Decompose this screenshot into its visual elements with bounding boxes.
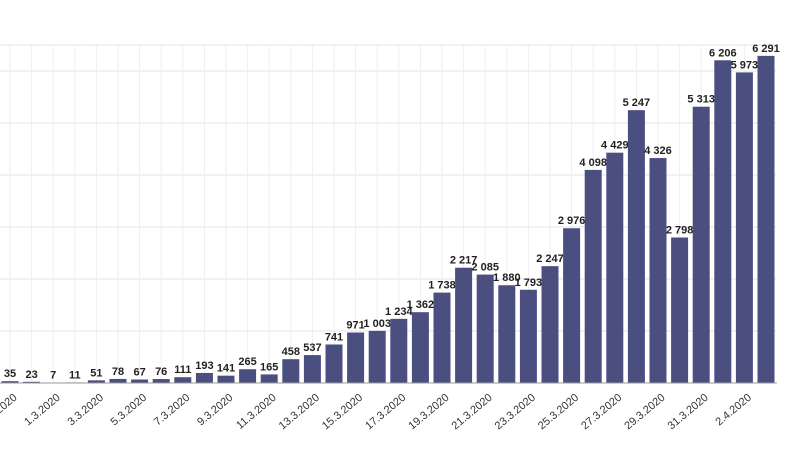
x-tick-label: 27.3.2020 [579,392,624,433]
bar [347,332,365,383]
x-tick-label: 15.3.2020 [320,392,365,433]
bar [671,237,689,383]
value-label: 111 [174,364,191,376]
value-label: 76 [155,366,167,378]
bar [757,55,775,383]
x-tick-label: 7.3.2020 [152,392,193,429]
value-label: 971 [346,320,364,332]
x-tick-label: 1.3.2020 [22,392,63,429]
value-label: 141 [217,363,235,375]
bar [627,110,645,383]
bar [87,380,105,383]
x-tick-label: 5.3.2020 [109,392,150,429]
value-label: 265 [238,356,256,368]
x-tick-label: 13.3.2020 [277,392,322,433]
x-tick-label: 17.3.2020 [363,392,408,433]
bar [606,152,624,383]
value-label: 4 098 [579,157,607,169]
bar [390,318,408,383]
value-label: 5 247 [623,97,651,109]
bar [563,228,581,383]
x-tick-label: 21.3.2020 [450,392,495,433]
x-tick-label: 29.3.2020 [622,392,667,433]
bar [714,60,732,384]
value-label: 165 [260,361,278,373]
x-tick-label: 2.4.2020 [713,392,754,429]
bar [303,355,321,383]
bar [152,379,170,383]
bar [476,274,494,383]
bar [541,266,559,383]
value-label: 6 206 [709,47,737,59]
bar [519,289,537,383]
x-tick-label: 25.3.2020 [536,392,581,433]
value-label: 5 313 [687,94,715,106]
value-label: 1 362 [407,299,435,311]
value-label: 2 247 [536,253,564,265]
value-label: 2 798 [666,225,694,237]
x-tick-label: 11.3.2020 [234,392,279,432]
bar [649,158,667,383]
bar [195,372,213,383]
bar [174,377,192,383]
value-label: 741 [325,331,343,343]
value-label: 6 291 [752,43,780,55]
value-label: 1 880 [493,272,521,284]
x-tick-label: 3.3.2020 [65,392,106,429]
bar [23,381,41,383]
bar [433,292,451,383]
x-tick-label: 9.3.2020 [195,392,236,429]
value-label: 5 973 [731,59,759,71]
bar [368,330,386,383]
bar [131,379,149,383]
bar [692,106,710,383]
value-label: 4 326 [644,145,672,157]
bar [455,267,473,383]
value-label: 1 793 [515,277,543,289]
value-label: 2 217 [450,255,478,267]
bar [498,285,516,383]
value-label: 1 738 [428,280,456,292]
value-label: 7 [50,370,56,382]
value-label: 1 234 [385,306,413,318]
x-tick-label: 31.3.2020 [666,392,711,433]
x-tick-label: 19.3.2020 [406,392,451,433]
bar [325,344,343,383]
value-label: 4 429 [601,140,629,152]
value-label: 67 [133,367,145,379]
value-label: 1 003 [363,318,391,330]
bar [1,381,19,383]
x-tick-label: 28.2.2020 [0,392,20,433]
bar [260,374,278,383]
value-label: 78 [112,366,124,378]
bar [109,378,127,383]
bar [239,369,257,383]
value-label: 2 085 [471,262,499,274]
value-label: 537 [303,342,321,354]
value-label: 23 [25,369,37,381]
value-label: 193 [195,360,213,372]
bar [735,72,753,384]
bar [217,375,235,383]
value-label: 2 976 [558,215,586,227]
bar [411,312,429,383]
value-label: 35 [4,368,16,380]
bar [282,359,300,383]
value-label: 11 [69,369,81,381]
x-tick-label: 23.3.2020 [493,392,538,433]
value-label: 51 [90,367,102,379]
bar [584,169,602,383]
value-label: 458 [282,346,300,358]
